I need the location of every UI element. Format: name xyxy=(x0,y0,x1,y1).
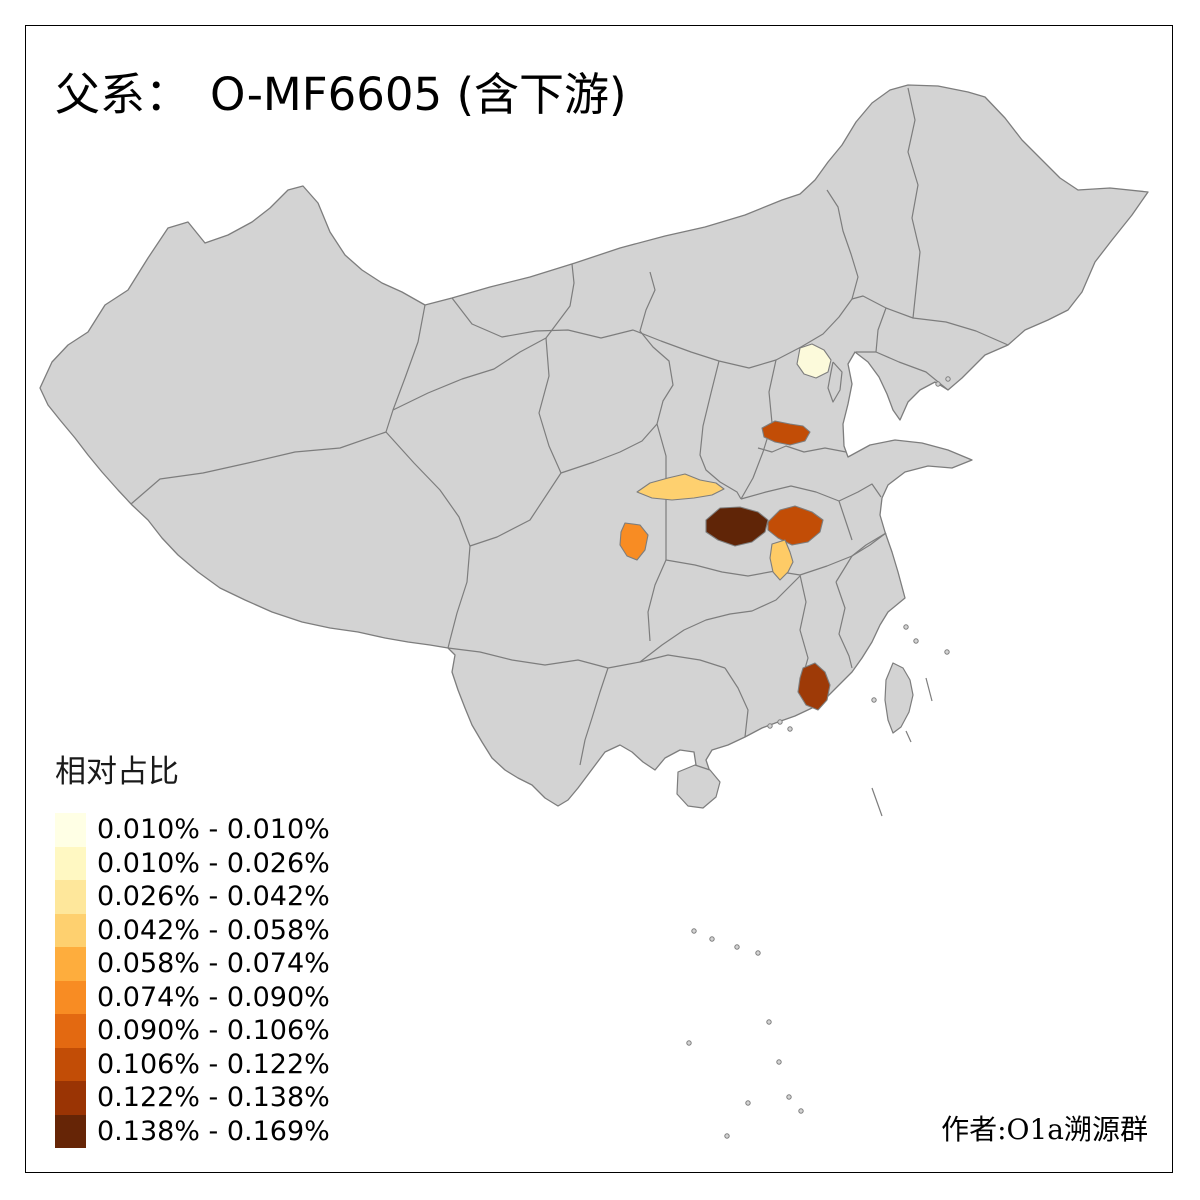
hainan-island xyxy=(676,764,721,809)
highlighted-regions xyxy=(619,343,832,711)
legend-rows: 0.010% - 0.010% 0.010% - 0.026% 0.026% -… xyxy=(55,813,330,1148)
legend-label: 0.010% - 0.010% xyxy=(97,814,330,846)
legend-label: 0.058% - 0.074% xyxy=(97,948,330,980)
map-region-central-hubei xyxy=(769,539,794,581)
map-region-east-guangdong xyxy=(797,662,831,711)
map-region-south-henan xyxy=(767,505,824,546)
legend-row: 0.042% - 0.058% xyxy=(55,913,330,947)
legend-row: 0.058% - 0.074% xyxy=(55,947,330,981)
province-borders xyxy=(130,87,1009,766)
legend-row: 0.026% - 0.042% xyxy=(55,880,330,914)
map-region-chengdu-area xyxy=(619,522,649,561)
title-main: O-MF6605 (含下游) xyxy=(210,68,627,121)
map-region-central-shaanxi xyxy=(636,473,725,501)
legend-swatch xyxy=(55,947,86,981)
legend-label: 0.010% - 0.026% xyxy=(97,847,330,879)
small-islands xyxy=(686,376,951,1139)
legend: 相对占比 0.010% - 0.010% 0.010% - 0.026% 0.0… xyxy=(55,746,330,1148)
taiwan-island xyxy=(884,662,914,734)
title-prefix: 父系： xyxy=(55,68,191,121)
map-region-northwest-hubei xyxy=(705,506,769,547)
small-island-dash-2 xyxy=(871,787,883,817)
legend-swatch xyxy=(55,846,86,880)
legend-label: 0.026% - 0.042% xyxy=(97,881,330,913)
legend-swatch xyxy=(55,813,86,847)
map-region-beijing-area xyxy=(796,343,832,379)
page-title: 父系： O-MF6605 (含下游) xyxy=(55,58,627,123)
legend-row: 0.090% - 0.106% xyxy=(55,1014,330,1048)
legend-label: 0.074% - 0.090% xyxy=(97,981,330,1013)
legend-label: 0.090% - 0.106% xyxy=(97,1015,330,1047)
legend-swatch xyxy=(55,1047,86,1081)
legend-label: 0.138% - 0.169% xyxy=(97,1115,330,1147)
small-island-dash-3 xyxy=(905,730,912,743)
attribution: 作者:O1a溯源群 xyxy=(941,1113,1148,1146)
legend-swatch xyxy=(55,1081,86,1115)
legend-swatch xyxy=(55,980,86,1014)
legend-row: 0.138% - 0.169% xyxy=(55,1114,330,1148)
islands xyxy=(676,662,933,817)
legend-label: 0.106% - 0.122% xyxy=(97,1048,330,1080)
legend-title: 相对占比 xyxy=(55,754,179,790)
legend-row: 0.010% - 0.010% xyxy=(55,813,330,847)
legend-label: 0.042% - 0.058% xyxy=(97,914,330,946)
legend-swatch xyxy=(55,913,86,947)
legend-row: 0.010% - 0.026% xyxy=(55,846,330,880)
legend-label: 0.122% - 0.138% xyxy=(97,1082,330,1114)
legend-swatch xyxy=(55,1114,86,1148)
china-mainland xyxy=(39,84,1149,807)
legend-swatch xyxy=(55,880,86,914)
map-region-south-hebei xyxy=(761,420,811,446)
legend-row: 0.122% - 0.138% xyxy=(55,1081,330,1115)
legend-row: 0.074% - 0.090% xyxy=(55,980,330,1014)
small-island-dash-1 xyxy=(925,677,933,702)
legend-row: 0.106% - 0.122% xyxy=(55,1047,330,1081)
legend-swatch xyxy=(55,1014,86,1048)
